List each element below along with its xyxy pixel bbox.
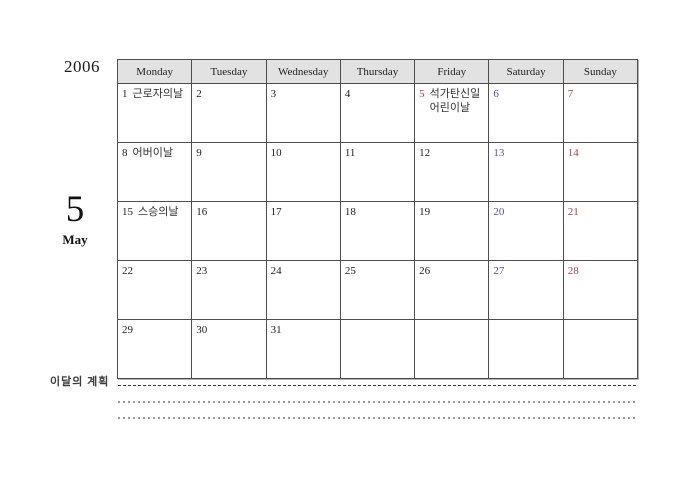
calendar-cell: 31 [265,319,341,379]
calendar-week-row: 15 스승의날 16 17 18 19 20 21 [116,201,639,261]
plan-writing-line [118,417,637,419]
date-number: 22 [122,265,133,277]
calendar-cell [339,319,416,379]
date-number: 7 [567,88,574,100]
date-number: 24 [270,265,282,277]
weekday-header: Wednesday [265,59,341,84]
weekday-header: Tuesday [191,59,267,84]
calendar-cell: 27 [488,260,564,320]
calendar-cell: 14 [562,142,639,202]
calendar-cell: 8 어버이날 [116,142,193,202]
date-number: 16 [196,206,208,218]
calendar-cell: 10 [265,142,341,202]
calendar-cell: 29 [116,319,193,379]
calendar-table: Monday Tuesday Wednesday Thursday Friday Satu… [116,59,639,379]
calendar-cell [562,319,639,379]
calendar-cell: 20 [488,201,564,261]
date-number: 30 [196,324,208,336]
calendar-cell: 9 [191,142,267,202]
date-number: 11 [344,147,356,159]
calendar-cell: 13 [488,142,564,202]
calendar-cell [488,319,564,379]
calendar-cell: 17 [265,201,341,261]
date-number: 1 [122,88,128,100]
calendar-cell: 7 [562,83,639,143]
weekday-header: Monday [116,59,193,84]
date-number: 10 [270,147,282,159]
calendar-cell: 30 [191,319,267,379]
calendar-cell: 23 [191,260,267,320]
calendar-cell: 19 [414,201,490,261]
date-number: 27 [493,265,505,277]
holiday-label: 어버이날 [132,147,173,159]
calendar-cell: 28 [562,260,639,320]
year-label: 2006 [64,57,100,76]
calendar-cell: 6 [488,83,564,143]
date-number: 4 [344,88,351,100]
calendar-cell: 21 [562,201,639,261]
date-number: 23 [196,265,208,277]
date-number: 15 [122,206,133,218]
date-number: 20 [493,206,505,218]
calendar-cell: 16 [191,201,267,261]
calendar-week-row: 1 근로자의날 2 3 4 5 석가탄신일 어린이날 6 7 [116,83,639,143]
calendar-cell: 11 [339,142,416,202]
calendar-cell: 5 석가탄신일 어린이날 [414,83,490,143]
plan-label: 이달의 계획 [50,376,110,388]
weekday-header: Saturday [488,59,564,84]
calendar-body: 1 근로자의날 2 3 4 5 석가탄신일 어린이날 6 7 8 어버이날 9 10 11 12 13 14 15 스… [116,83,639,379]
date-number: 2 [196,88,202,100]
date-number: 3 [270,88,277,100]
date-number: 8 [122,147,128,159]
date-number: 14 [567,147,579,159]
date-number: 5 [419,88,425,100]
date-number: 18 [344,206,356,218]
calendar-cell: 18 [339,201,416,261]
calendar-week-row: 22 23 24 25 26 27 28 [116,260,639,320]
month-number: 5 [65,189,85,230]
calendar-cell [414,319,490,379]
month-name: May [62,232,88,247]
calendar-cell: 3 [265,83,341,143]
calendar-cell: 22 [116,260,193,320]
month-block: 5 May [45,190,105,248]
date-number: 29 [122,324,133,336]
holiday-label: 스승의날 [138,206,179,218]
plan-writing-line [118,385,637,386]
calendar-cell: 26 [414,260,490,320]
calendar-cell: 4 [339,83,416,143]
date-number: 26 [419,265,431,277]
holiday-label: 석가탄신일 어린이날 [429,88,481,114]
date-number: 25 [344,265,356,277]
weekday-header-row: Monday Tuesday Wednesday Thursday Friday Satu… [116,59,639,84]
calendar-week-row: 29 30 31 [116,319,639,379]
date-number: 21 [567,206,579,218]
date-number: 6 [493,88,499,100]
weekday-header: Friday [414,59,490,84]
date-number: 28 [567,265,579,277]
weekday-header: Sunday [562,59,639,84]
date-number: 19 [419,206,431,218]
date-number: 12 [419,147,431,159]
date-number: 17 [270,206,282,218]
holiday-label: 근로자의날 [132,88,184,100]
calendar-week-row: 8 어버이날 9 10 11 12 13 14 [116,142,639,202]
calendar-cell: 15 스승의날 [116,201,193,261]
weekday-header: Thursday [339,59,416,84]
calendar-cell: 1 근로자의날 [116,83,193,143]
calendar-cell: 24 [265,260,341,320]
date-number: 13 [493,147,505,159]
plan-writing-line [118,401,637,403]
date-number: 31 [270,324,282,336]
calendar-cell: 2 [191,83,267,143]
calendar-cell: 12 [414,142,490,202]
date-number: 9 [196,147,202,159]
calendar-cell: 25 [339,260,416,320]
